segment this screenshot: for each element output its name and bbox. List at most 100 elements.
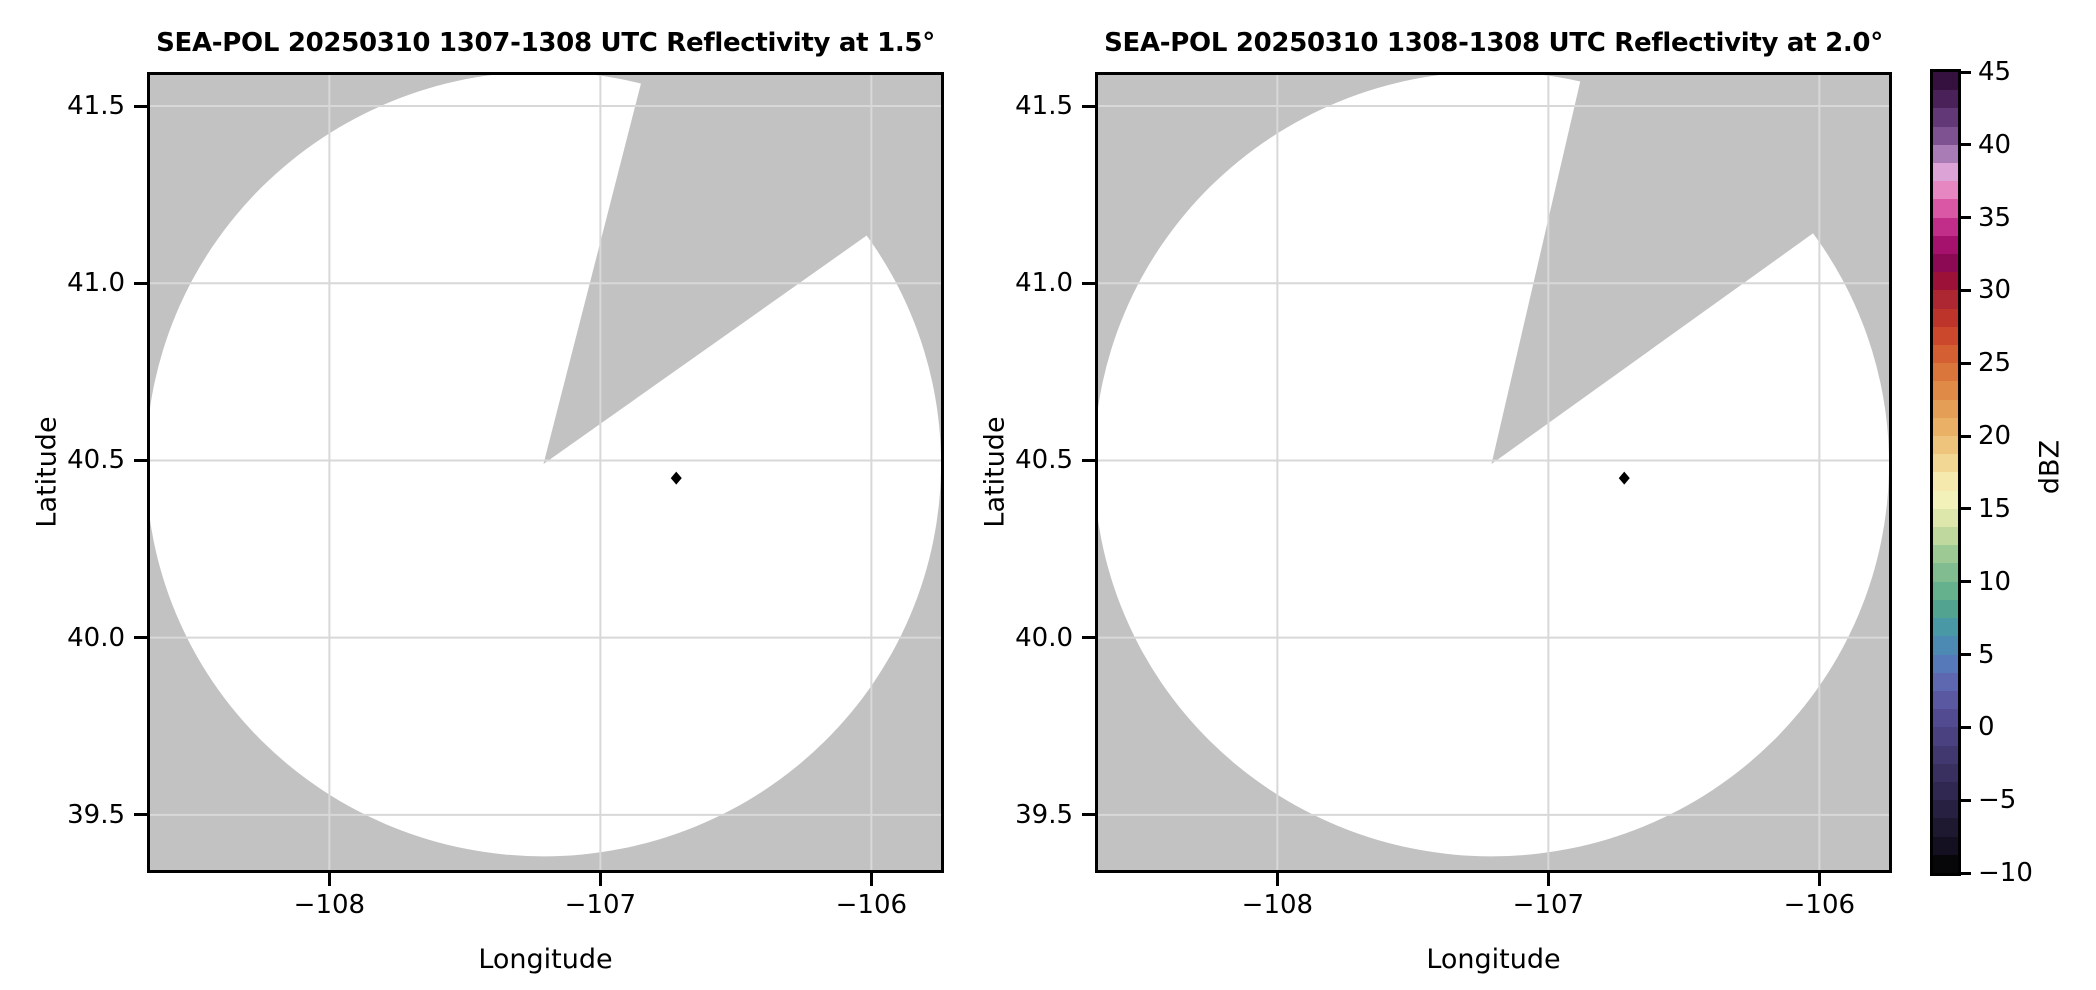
colorbar-block <box>1933 527 1958 546</box>
reflectivity-marker <box>670 471 682 485</box>
x-tick-label: −107 <box>1512 890 1585 920</box>
colorbar-block <box>1933 326 1958 346</box>
colorbar-block <box>1933 727 1958 746</box>
colorbar-tick-mark <box>1961 507 1971 511</box>
radar-ppi-svg <box>147 72 944 873</box>
colorbar-tick-label: 20 <box>1978 421 2012 452</box>
x-tick-mark <box>1275 873 1279 886</box>
colorbar-tick-label: −5 <box>1978 785 2017 816</box>
colorbar-tick-mark <box>1961 798 1971 802</box>
colorbar-tick-mark <box>1961 580 1971 584</box>
colorbar-tick-label: 40 <box>1978 129 2012 160</box>
colorbar-block <box>1933 800 1958 819</box>
missing-data-sector <box>543 72 944 464</box>
colorbar-block <box>1933 399 1958 418</box>
axes-frame <box>147 72 944 873</box>
colorbar-block <box>1933 163 1958 182</box>
colorbar-block <box>1933 144 1958 164</box>
colorbar-block <box>1933 654 1958 673</box>
colorbar-tick-label: 15 <box>1978 493 2012 524</box>
colorbar-block <box>1933 90 1958 109</box>
colorbar-block <box>1933 199 1958 218</box>
colorbar-tick-label: 25 <box>1978 348 2012 379</box>
colorbar-block <box>1933 235 1958 255</box>
y-tick-label: 41.5 <box>1015 91 1073 122</box>
y-tick-mark <box>1082 281 1095 285</box>
x-tick-label: −107 <box>564 890 637 920</box>
y-tick-label: 41.0 <box>1015 268 1073 299</box>
colorbar-block <box>1933 254 1958 273</box>
colorbar-block <box>1933 690 1958 710</box>
y-tick-label: 39.5 <box>1015 799 1073 830</box>
y-tick-mark <box>134 813 147 817</box>
panel-title: SEA-POL 20250310 1308-1308 UTC Reflectiv… <box>1104 28 1883 58</box>
y-tick-mark <box>1082 104 1095 108</box>
y-tick-mark <box>134 458 147 462</box>
axes-frame <box>1095 72 1892 873</box>
radar-ppi-svg <box>1095 72 1892 873</box>
colorbar-tick-mark <box>1961 434 1971 438</box>
colorbar-block <box>1933 709 1958 728</box>
colorbar-block <box>1933 217 1958 236</box>
y-tick-label: 40.0 <box>67 622 125 653</box>
colorbar-block <box>1933 345 1958 364</box>
colorbar-block <box>1933 381 1958 400</box>
colorbar-block <box>1933 417 1958 437</box>
colorbar-block <box>1933 545 1958 564</box>
colorbar-tick-mark <box>1961 653 1971 657</box>
plot-area <box>147 72 944 873</box>
colorbar-block <box>1933 781 1958 801</box>
x-tick-mark <box>327 873 331 886</box>
radar-panel-right: SEA-POL 20250310 1308-1308 UTC Reflectiv… <box>980 28 1892 975</box>
colorbar-block <box>1933 181 1958 200</box>
colorbar-block <box>1933 854 1958 873</box>
y-tick-mark <box>134 281 147 285</box>
colorbar-block <box>1933 836 1958 855</box>
y-tick-label: 40.5 <box>67 445 125 476</box>
y-tick-label: 40.0 <box>1015 622 1073 653</box>
colorbar-block <box>1933 72 1958 91</box>
colorbar-label: dBZ <box>2034 439 2066 495</box>
x-axis-label: Longitude <box>1426 944 1561 975</box>
radar-panel-left: SEA-POL 20250310 1307-1308 UTC Reflectiv… <box>32 28 944 975</box>
missing-data-sector <box>1491 72 1892 464</box>
colorbar-block <box>1933 472 1958 491</box>
y-tick-mark <box>1082 813 1095 817</box>
colorbar-block <box>1933 599 1958 619</box>
y-tick-mark <box>134 104 147 108</box>
colorbar-gradient <box>1930 69 1961 876</box>
y-tick-label: 39.5 <box>67 799 125 830</box>
colorbar-block <box>1933 272 1958 291</box>
colorbar-tick-label: 5 <box>1978 639 1995 670</box>
colorbar-tick-mark <box>1961 361 1971 365</box>
colorbar-tick-mark <box>1961 871 1971 875</box>
x-tick-label: −106 <box>1783 890 1856 920</box>
y-tick-label: 40.5 <box>1015 445 1073 476</box>
colorbar-block <box>1933 581 1958 600</box>
colorbar-block <box>1933 126 1958 145</box>
y-tick-mark <box>134 636 147 640</box>
x-tick-mark <box>869 873 873 886</box>
colorbar-tick-mark <box>1961 70 1971 74</box>
reflectivity-marker <box>1618 471 1630 485</box>
colorbar-block <box>1933 563 1958 582</box>
colorbar-block <box>1933 290 1958 309</box>
y-tick-mark <box>1082 458 1095 462</box>
x-tick-mark <box>1546 873 1550 886</box>
panel-title: SEA-POL 20250310 1307-1308 UTC Reflectiv… <box>156 28 935 58</box>
x-tick-label: −106 <box>835 890 908 920</box>
x-tick-mark <box>598 873 602 886</box>
colorbar-block <box>1933 818 1958 837</box>
y-tick-mark <box>1082 636 1095 640</box>
plot-area <box>1095 72 1892 873</box>
colorbar: dBZ 45 40 35 30 25 20 15 10 5 0 −5 −10 <box>1930 57 2066 888</box>
x-tick-label: −108 <box>293 890 366 920</box>
colorbar-block <box>1933 763 1958 782</box>
x-tick-label: −108 <box>1241 890 1314 920</box>
colorbar-tick-label: 35 <box>1978 202 2012 233</box>
colorbar-tick-label: −10 <box>1978 858 2033 888</box>
colorbar-block <box>1933 363 1958 382</box>
colorbar-block <box>1933 490 1958 509</box>
colorbar-block <box>1933 672 1958 691</box>
